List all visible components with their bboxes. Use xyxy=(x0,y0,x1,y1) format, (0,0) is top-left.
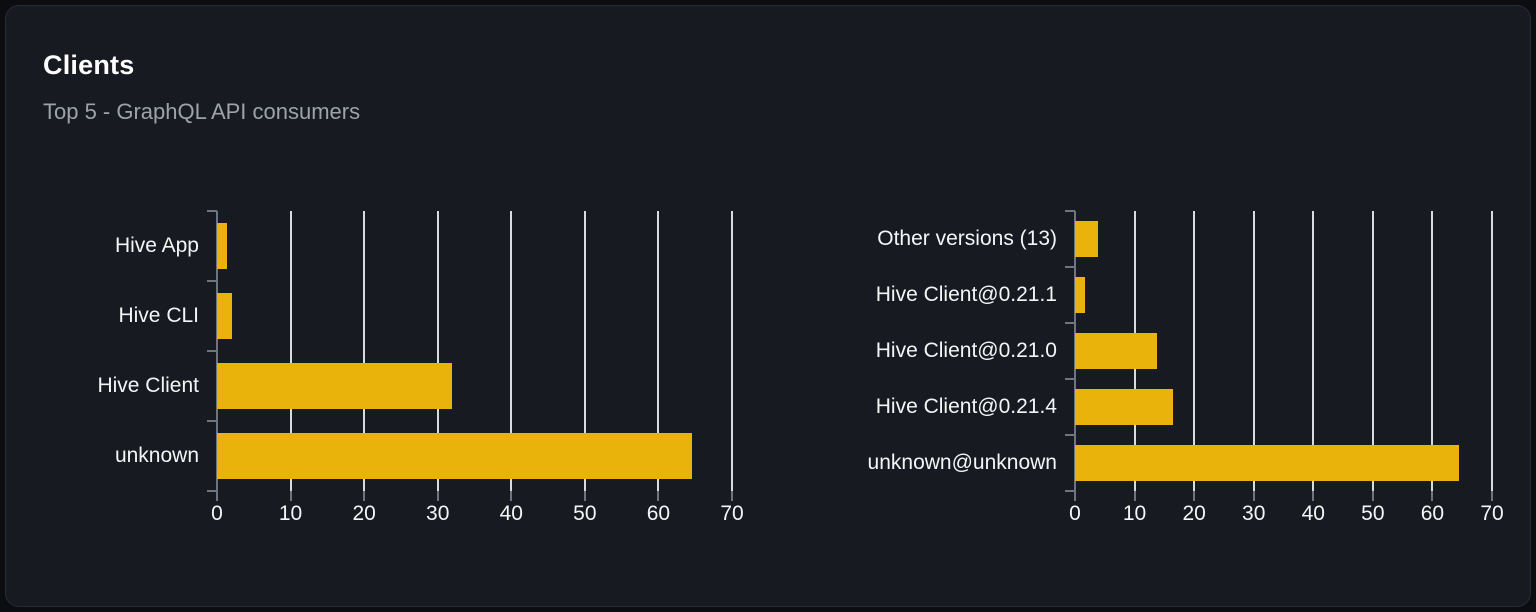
bar-chart-client-names: 0 10 20 30 40 50 60 70 Hive App Hive CLI Hive Clie… xyxy=(97,210,744,525)
category-label: Hive Client xyxy=(97,374,199,397)
bar-unknown-unknown[interactable] xyxy=(1075,444,1460,482)
gridline-40 xyxy=(1312,211,1315,491)
bar-other-versions-13-[interactable] xyxy=(1075,220,1099,258)
x-axis-tick-60 xyxy=(657,491,660,501)
card-title: Clients xyxy=(43,50,135,80)
gridline-70 xyxy=(1491,211,1493,491)
x-axis-tick-label: 60 xyxy=(1420,502,1445,525)
bar-hive-client-0-21-1[interactable] xyxy=(1075,276,1086,314)
category-label: unknown xyxy=(114,444,199,467)
x-axis-tick-label: 70 xyxy=(1480,502,1504,525)
bar-hive-client[interactable] xyxy=(217,362,453,410)
category-band xyxy=(1075,323,1492,379)
x-axis-tick-label: 50 xyxy=(1361,502,1385,525)
y-axis-tick xyxy=(1065,266,1075,268)
x-axis-tick-label: 10 xyxy=(278,502,303,525)
category-band xyxy=(217,421,732,491)
y-axis-tick xyxy=(1065,490,1075,492)
x-axis-tick-50 xyxy=(583,491,586,501)
category-label: Hive App xyxy=(114,234,199,257)
x-axis-tick-label: 0 xyxy=(211,502,223,525)
category-band xyxy=(217,351,732,421)
y-axis-tick xyxy=(207,350,217,352)
x-axis-tick-30 xyxy=(436,491,439,501)
category-band xyxy=(1075,379,1492,435)
category-label: Hive CLI xyxy=(118,304,199,327)
x-axis-tick-40 xyxy=(1312,491,1315,501)
x-axis-tick-label: 50 xyxy=(573,502,597,525)
y-axis-tick xyxy=(207,280,217,282)
bar-hive-cli[interactable] xyxy=(217,292,232,340)
x-axis-tick-label: 20 xyxy=(1182,502,1206,525)
bar-hive-client-0-21-4[interactable] xyxy=(1075,388,1173,426)
category-band xyxy=(1075,435,1492,491)
gridline-50 xyxy=(1371,211,1374,491)
x-axis-tick-0 xyxy=(1074,491,1076,501)
gridline-20 xyxy=(363,211,366,491)
clients-card: Clients Top 5 - GraphQL API consumers 0 1… xyxy=(5,5,1531,607)
y-axis-tick xyxy=(1065,210,1075,212)
gridline-10 xyxy=(289,211,292,491)
gridline-30 xyxy=(436,211,439,491)
x-axis-tick-10 xyxy=(289,491,292,501)
y-axis-tick xyxy=(1065,378,1075,380)
bar-chart-client-versions: 0 10 20 30 40 50 60 70 Other versions (13) Hive C… xyxy=(868,210,1504,525)
bar-hive-app[interactable] xyxy=(217,222,227,270)
plot-area: 0 10 20 30 40 50 60 70 Hive App Hive CLI Hive Clie… xyxy=(97,210,744,525)
y-axis-tick xyxy=(1065,322,1075,324)
gridline-50 xyxy=(583,211,586,491)
x-axis-tick-label: 30 xyxy=(426,502,450,525)
x-axis-tick-20 xyxy=(1193,491,1196,501)
y-axis-line xyxy=(216,211,218,491)
category-label: Hive Client@0.21.0 xyxy=(875,339,1057,362)
y-axis-tick xyxy=(207,210,217,212)
category-label: Hive Client@0.21.4 xyxy=(875,395,1057,418)
y-axis-tick xyxy=(207,490,217,492)
category-band xyxy=(1075,267,1492,323)
gridline-60 xyxy=(1431,211,1434,491)
x-axis-tick-20 xyxy=(363,491,366,501)
x-axis-tick-label: 30 xyxy=(1242,502,1266,525)
gridline-30 xyxy=(1252,211,1255,491)
bar-unknown[interactable] xyxy=(217,432,692,480)
x-axis-tick-label: 60 xyxy=(646,502,671,525)
x-axis-tick-60 xyxy=(1431,491,1434,501)
x-axis-tick-label: 40 xyxy=(499,502,523,525)
gridline-60 xyxy=(657,211,660,491)
plot-area: 0 10 20 30 40 50 60 70 Other versions (13) Hive C… xyxy=(868,210,1504,525)
bar-hive-client-0-21-0[interactable] xyxy=(1075,332,1157,370)
category-label: Other versions (13) xyxy=(877,227,1057,250)
category-band xyxy=(217,211,732,281)
y-axis-tick xyxy=(1065,434,1075,436)
gridline-70 xyxy=(731,211,733,491)
card-subtitle: Top 5 - GraphQL API consumers xyxy=(43,99,361,124)
x-axis-tick-label: 10 xyxy=(1122,502,1147,525)
x-axis-tick-label: 0 xyxy=(1069,502,1081,525)
x-axis-tick-30 xyxy=(1252,491,1255,501)
y-axis-tick xyxy=(207,420,217,422)
x-axis-tick-40 xyxy=(510,491,513,501)
x-axis-tick-50 xyxy=(1371,491,1374,501)
x-axis-tick-0 xyxy=(216,491,218,501)
x-axis-tick-label: 70 xyxy=(720,502,744,525)
category-label: Hive Client@0.21.1 xyxy=(875,283,1057,306)
category-band xyxy=(217,281,732,351)
x-axis-tick-70 xyxy=(1491,491,1493,501)
gridline-40 xyxy=(510,211,513,491)
x-axis-tick-label: 40 xyxy=(1301,502,1325,525)
category-label: unknown@unknown xyxy=(867,451,1057,474)
x-axis-tick-10 xyxy=(1133,491,1136,501)
gridline-20 xyxy=(1193,211,1196,491)
x-axis-tick-label: 20 xyxy=(352,502,376,525)
category-band xyxy=(1075,211,1492,267)
x-axis-tick-70 xyxy=(731,491,733,501)
